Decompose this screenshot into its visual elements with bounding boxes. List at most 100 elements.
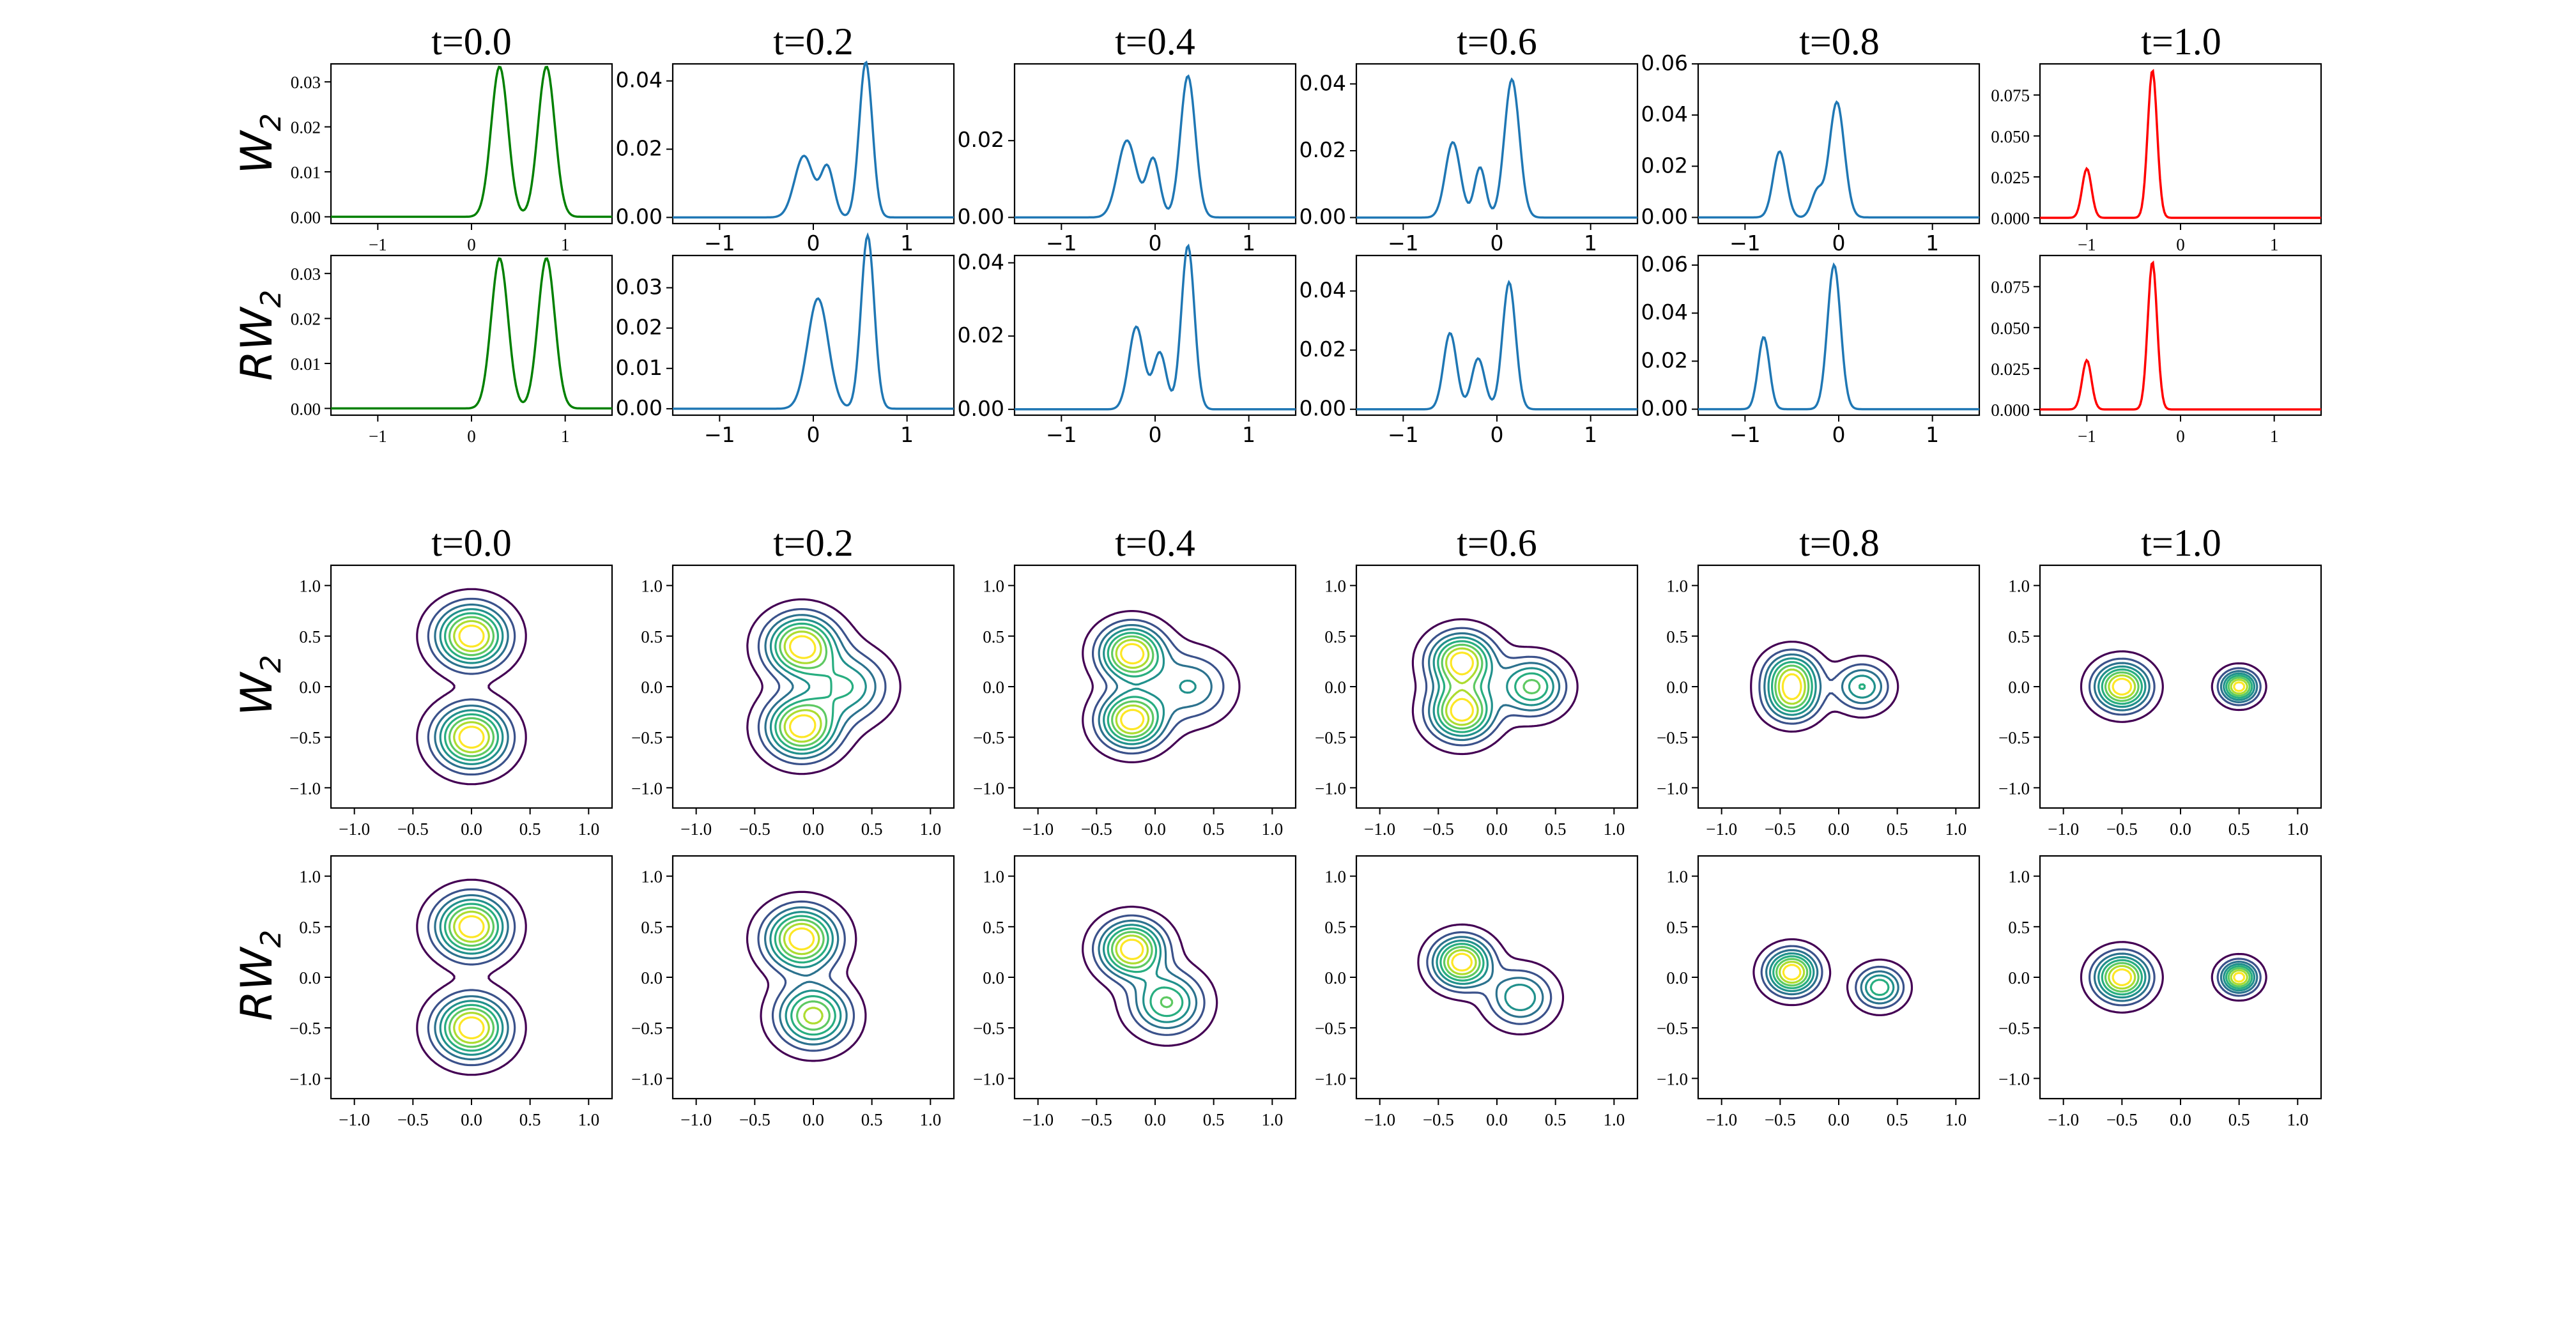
y-tick-label: 0.0 xyxy=(983,678,1004,697)
x-tick-label: 1 xyxy=(2270,427,2279,446)
density-curve xyxy=(1698,100,1979,219)
y-tick-label: 0.0 xyxy=(299,968,321,987)
y-tick-label: 0.02 xyxy=(958,323,1004,347)
x-tick-label: 1 xyxy=(900,231,914,255)
contour-level-6 xyxy=(453,620,490,754)
row-label-rw2-bottom: RW2 xyxy=(232,930,288,1021)
y-tick-label: 0.00 xyxy=(958,204,1004,229)
x-tick-label: 1 xyxy=(2270,235,2279,254)
contour-level-5 xyxy=(1775,957,1809,987)
density-curve xyxy=(1015,243,1296,411)
x-tick-label: 0.5 xyxy=(1887,820,1908,839)
y-tick-label: −0.5 xyxy=(1657,1019,1688,1038)
x-tick-label: 0.5 xyxy=(861,820,883,839)
y-tick-label: −1.0 xyxy=(631,1069,663,1088)
contour-level-6 xyxy=(1446,949,1477,975)
y-tick-label: 0.04 xyxy=(616,68,663,93)
contour-panel-w2-5: −1.0 −0.5 0.0 0.5 1.0 −1.0 −0.5 0.0 0.5 1.0 xyxy=(1998,564,2322,839)
x-tick-label: 1.0 xyxy=(1603,820,1625,839)
y-tick-label: 0.00 xyxy=(1641,396,1688,421)
x-tick-label: 0 xyxy=(807,422,820,447)
y-tick-label: 0.04 xyxy=(1641,102,1688,126)
y-tick-label: −1.0 xyxy=(1998,779,2030,798)
x-tick-label: 0.5 xyxy=(1545,820,1567,839)
contour-panel-rw2-5: −1.0 −0.5 0.0 0.5 1.0 −1.0 −0.5 0.0 0.5 1.0 xyxy=(1998,855,2322,1129)
contour-level-1 xyxy=(1426,931,1552,1025)
title-bottom-0: t=0.0 xyxy=(431,522,512,564)
density-panel-w2-0: −1 0 1 0.00 0.01 0.02 0.03 xyxy=(291,63,613,254)
y-tick-label: 0.0 xyxy=(2008,968,2030,987)
title-top-1: t=0.2 xyxy=(773,20,854,63)
contour-level-6 xyxy=(783,922,824,1025)
x-tick-label: −0.5 xyxy=(1423,820,1454,839)
x-tick-label: 1 xyxy=(900,422,914,447)
contour-level-3 xyxy=(2097,665,2256,708)
contour-level-7 xyxy=(2112,968,2246,986)
y-tick-label: −1.0 xyxy=(289,779,321,798)
x-tick-label: −0.5 xyxy=(739,820,770,839)
x-tick-label: 1.0 xyxy=(919,1110,941,1129)
y-tick-label: −1.0 xyxy=(1657,779,1688,798)
x-tick-label: −0.5 xyxy=(1081,820,1112,839)
contour-panel-rw2-2: −1.0 −0.5 0.0 0.5 1.0 −1.0 −0.5 0.0 0.5 1.0 xyxy=(973,855,1297,1129)
y-tick-label: −0.5 xyxy=(631,1019,663,1038)
y-tick-label: 0.5 xyxy=(2008,918,2030,937)
contour-level-7 xyxy=(1781,673,1802,700)
contour-level-0 xyxy=(746,890,867,1062)
y-tick-label: 0.0 xyxy=(983,968,1004,987)
contour-level-1 xyxy=(757,900,855,1052)
contour-level-7 xyxy=(1119,938,1144,960)
contour-level-7 xyxy=(1782,964,1802,981)
panels: −1 0 10.000.010.020.03 −1 0 1 0.00 0.02 0.04 −1 0 1… xyxy=(289,50,2322,1129)
y-tick-label: 1.0 xyxy=(1324,867,1346,887)
contour-lines xyxy=(416,588,527,786)
contour-level-5 xyxy=(1774,664,1810,709)
y-tick-label: 0.5 xyxy=(1666,918,1688,937)
density-curve xyxy=(2040,260,2321,411)
x-tick-label: 1 xyxy=(1584,422,1597,447)
x-tick-label: 1.0 xyxy=(919,820,941,839)
density-curve xyxy=(673,232,954,410)
y-tick-label: −1.0 xyxy=(973,1069,1004,1088)
y-tick-label: 0.04 xyxy=(1300,70,1346,95)
column-titles-bottom: t=0.0 t=0.2 t=0.4 t=0.6 t=0.8 t=1.0 xyxy=(431,522,2221,564)
title-top-4: t=0.8 xyxy=(1799,20,1880,63)
x-tick-label: 0.0 xyxy=(802,820,824,839)
y-tick-label: 0.000 xyxy=(1991,400,2030,420)
y-tick-label: 0.5 xyxy=(299,627,321,646)
y-tick-label: 0.5 xyxy=(641,627,663,646)
x-tick-label: −0.5 xyxy=(1081,1110,1112,1129)
contour-level-1 xyxy=(1758,648,1889,725)
x-tick-label: 1 xyxy=(561,427,570,446)
contour-level-0 xyxy=(416,588,527,786)
contour-level-2 xyxy=(1431,936,1544,1018)
x-tick-label: −1 xyxy=(704,422,735,447)
y-tick-label: 0.5 xyxy=(983,627,1004,646)
x-tick-label: −1.0 xyxy=(2048,820,2079,839)
y-tick-label: 0.00 xyxy=(1300,396,1346,421)
x-tick-label: −1.0 xyxy=(1364,1110,1395,1129)
density-panel-rw2-0: −1 0 1 0.00 0.01 0.02 0.03 xyxy=(291,254,613,446)
y-tick-label: −1.0 xyxy=(1998,1069,2030,1088)
contour-level-1 xyxy=(2089,657,2262,716)
x-tick-label: 0 xyxy=(467,427,476,446)
y-tick-label: 0.5 xyxy=(641,918,663,937)
x-tick-label: −1.0 xyxy=(1022,1110,1054,1129)
title-bottom-2: t=0.4 xyxy=(1115,522,1195,564)
x-tick-label: 1 xyxy=(1242,422,1255,447)
density-panel-rw2-3: −1 0 1 0.00 0.02 0.04 xyxy=(1300,254,1639,447)
contour-level-7 xyxy=(788,927,815,950)
contour-level-4 xyxy=(1439,943,1485,982)
row-labels: W2 RW2 W2 RW2 xyxy=(232,113,288,1021)
contour-level-2 xyxy=(1098,919,1198,1030)
x-tick-label: −1 xyxy=(2078,427,2096,446)
y-tick-label: 1.0 xyxy=(983,867,1004,887)
x-tick-label: 0.5 xyxy=(2228,820,2250,839)
contour-level-2 xyxy=(1765,949,1899,1005)
x-tick-label: −0.5 xyxy=(1765,820,1796,839)
contour-level-5 xyxy=(448,906,495,1048)
y-tick-label: 0.00 xyxy=(616,395,663,420)
row-label-w2-top: W2 xyxy=(232,113,288,174)
y-tick-label: −1.0 xyxy=(289,1069,321,1088)
contour-level-6 xyxy=(1445,647,1479,726)
